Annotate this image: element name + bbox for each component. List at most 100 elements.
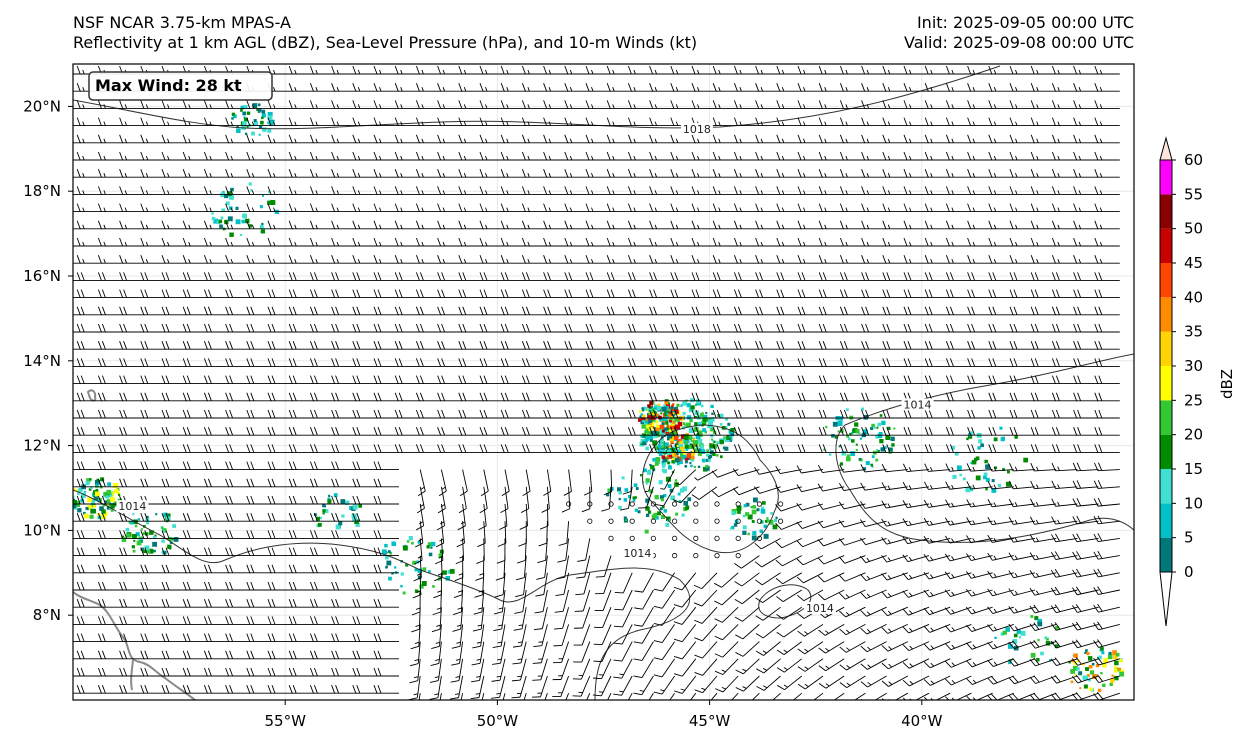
- wind-barb: [267, 427, 293, 436]
- reflectivity-cell: [877, 449, 880, 453]
- wind-barb: [796, 572, 824, 584]
- wind-barb: [352, 100, 378, 109]
- reflectivity-cell: [743, 504, 747, 508]
- wind-barb: [161, 633, 187, 643]
- wind-barb: [691, 427, 717, 436]
- reflectivity-cell: [832, 421, 838, 427]
- reflectivity-cell: [655, 427, 660, 432]
- reflectivity-cell: [690, 455, 695, 460]
- wind-barb: [1029, 657, 1057, 667]
- wind-barb: [903, 117, 929, 127]
- wind-barb: [839, 483, 866, 492]
- wind-barb: [554, 607, 570, 630]
- reflectivity-cell: [694, 422, 698, 426]
- wind-barb: [288, 547, 315, 557]
- reflectivity-cell: [686, 415, 692, 420]
- reflectivity-cell: [666, 402, 671, 406]
- wind-barb: [670, 272, 696, 281]
- wind-barb: [903, 409, 929, 419]
- reflectivity-cell: [408, 536, 413, 541]
- wind-barb: [620, 486, 633, 511]
- wind-barb: [373, 151, 399, 161]
- reflectivity-cell: [114, 488, 119, 494]
- wind-barb: [309, 306, 336, 316]
- wind-barb: [818, 134, 845, 144]
- wind-barb: [967, 358, 993, 367]
- reflectivity-cell: [690, 464, 693, 468]
- wind-barb: [478, 503, 487, 531]
- reflectivity-cell: [137, 518, 140, 521]
- wind-barb: [775, 520, 802, 530]
- wind-barb: [733, 323, 760, 333]
- wind-barb: [924, 272, 951, 281]
- wind-barb: [161, 616, 187, 625]
- wind-barb: [564, 237, 590, 247]
- wind-barb: [161, 323, 187, 333]
- reflectivity-cell: [648, 434, 654, 439]
- wind-barb: [521, 203, 548, 213]
- wind-barb: [923, 606, 951, 616]
- reflectivity-cell: [641, 417, 646, 422]
- reflectivity-cell: [876, 426, 879, 429]
- wind-barb: [633, 658, 654, 679]
- wind-barb: [1009, 65, 1035, 75]
- reflectivity-cell: [662, 469, 667, 474]
- wind-barb: [649, 358, 675, 367]
- wind-barb: [755, 358, 781, 367]
- reflectivity-cell: [258, 108, 262, 112]
- reflectivity-cell: [858, 458, 862, 461]
- wind-barb: [817, 572, 845, 583]
- reflectivity-cell: [417, 575, 422, 580]
- reflectivity-cell: [358, 504, 363, 508]
- wind-barb: [627, 151, 654, 161]
- reflectivity-cell: [846, 408, 849, 412]
- wind-barb: [97, 616, 124, 625]
- wind-barb: [797, 186, 823, 195]
- wind-barb: [712, 134, 739, 144]
- wind-barb: [267, 685, 293, 694]
- wind-barb: [479, 186, 505, 195]
- wind-barb: [733, 392, 760, 402]
- wind-barb: [182, 444, 209, 453]
- reflectivity-cell: [697, 421, 702, 427]
- reflectivity-cell: [683, 434, 689, 440]
- wind-barb: [1094, 186, 1120, 195]
- reflectivity-cell: [1044, 636, 1048, 640]
- wind-barb: [653, 675, 675, 695]
- reflectivity-cell: [355, 522, 360, 527]
- wind-barb: [595, 572, 612, 595]
- reflectivity-cell: [708, 419, 713, 425]
- wind-barb: [1093, 674, 1120, 684]
- reflectivity-cell: [384, 543, 388, 548]
- reflectivity-cell: [656, 413, 659, 417]
- wind-barb: [796, 555, 824, 566]
- wind-barb: [1051, 289, 1078, 299]
- wind-barb: [902, 481, 930, 491]
- wind-barb: [416, 693, 421, 700]
- wind-barb: [776, 203, 802, 213]
- wind-barb: [203, 427, 230, 436]
- wind-barb: [593, 658, 612, 680]
- wind-barb: [714, 589, 739, 606]
- reflectivity-cell: [659, 424, 665, 430]
- wind-barb: [861, 323, 887, 333]
- wind-barb: [394, 203, 421, 213]
- wind-barb: [394, 255, 421, 264]
- reflectivity-cell: [954, 451, 959, 456]
- wind-barb: [288, 65, 315, 75]
- wind-barb: [140, 581, 166, 591]
- wind-barb: [712, 186, 739, 195]
- wind-barb: [1030, 151, 1057, 161]
- lat-tick-label: 20°N: [23, 97, 61, 115]
- reflectivity-cell: [690, 457, 695, 462]
- reflectivity-cell: [239, 233, 243, 237]
- wind-barb: [882, 65, 908, 75]
- wind-barb: [839, 237, 866, 247]
- wind-barb: [331, 650, 357, 660]
- wind-barb: [633, 624, 654, 644]
- wind-barb: [246, 341, 272, 350]
- wind-barb: [839, 624, 866, 636]
- reflectivity-cell: [688, 407, 694, 413]
- reflectivity-cell: [268, 190, 271, 194]
- wind-barb: [735, 675, 760, 692]
